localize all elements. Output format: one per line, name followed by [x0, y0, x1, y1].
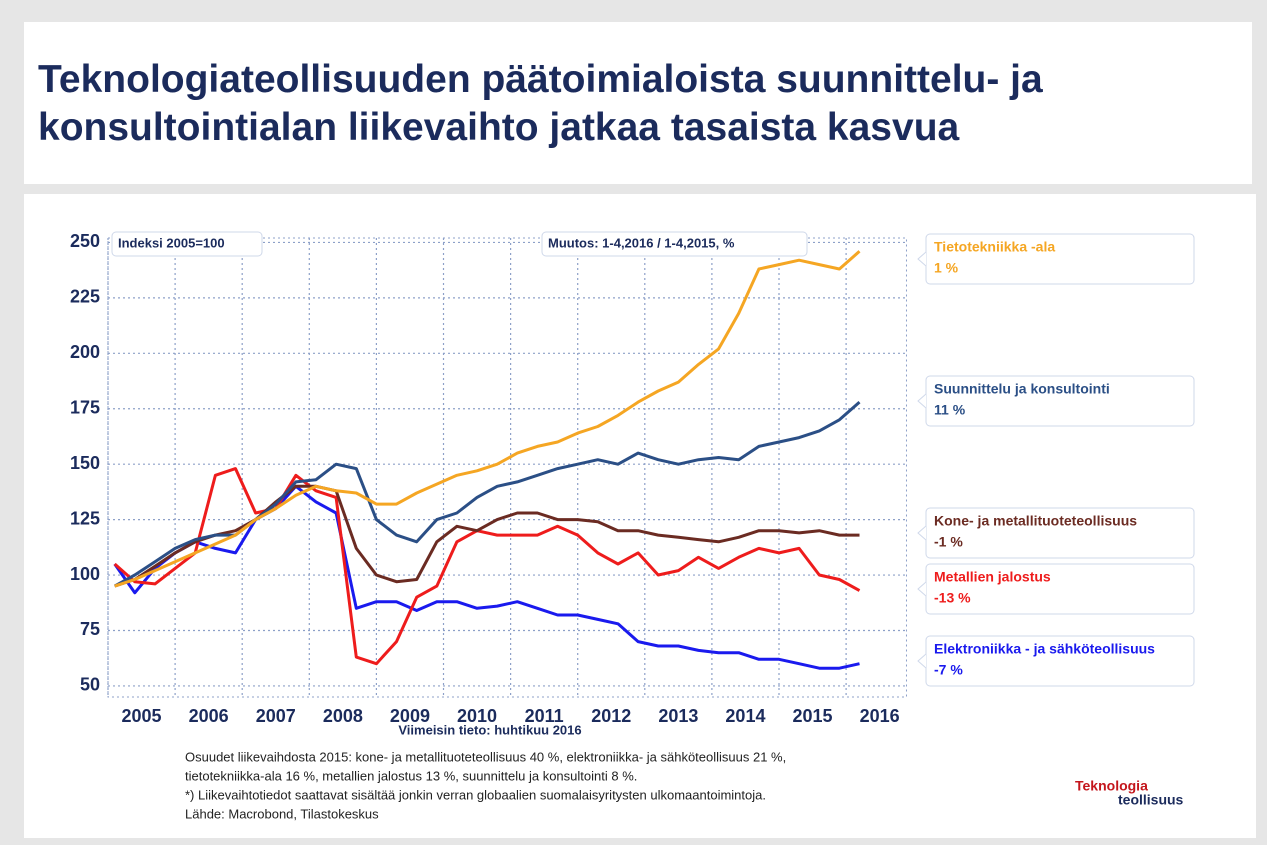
x-tick-label: 2014	[725, 706, 765, 726]
series-line	[114, 250, 861, 588]
y-tick-label: 200	[70, 342, 100, 362]
annotation: Indeksi 2005=100	[118, 235, 225, 250]
x-tick-label: 2015	[793, 706, 833, 726]
x-tick-label: 2013	[658, 706, 698, 726]
footnote: tietotekniikka-ala 16 %, metallien jalos…	[185, 768, 637, 783]
legend-pointer	[917, 393, 927, 409]
y-tick-label: 225	[70, 287, 100, 307]
y-tick-label: 50	[80, 675, 100, 695]
source-note: Viimeisin tieto: huhtikuu 2016	[398, 722, 581, 737]
legend-change: -13 %	[934, 590, 971, 606]
annotation-box	[541, 231, 808, 257]
legend-label: Tietotekniikka -ala	[934, 239, 1055, 255]
legend-change: 11 %	[934, 402, 966, 418]
x-tick-label: 2012	[591, 706, 631, 726]
x-tick-label: 2011	[525, 706, 564, 726]
legend-label: Kone- ja metallituoteteollisuus	[934, 513, 1137, 529]
y-tick-label: 100	[70, 564, 100, 584]
legend-label: Metallien jalostus	[934, 569, 1051, 585]
x-tick-label: 2005	[122, 706, 162, 726]
x-tick-label: 2006	[189, 706, 229, 726]
y-tick-label: 250	[70, 231, 100, 251]
x-tick-label: 2009	[390, 706, 430, 726]
series-line	[113, 400, 861, 588]
title-box: Teknologiateollisuuden päätoimialoista s…	[24, 22, 1252, 184]
legend-label: Suunnittelu ja konsultointi	[934, 381, 1110, 397]
legend-pointer	[917, 525, 927, 541]
logo: teollisuus	[1118, 792, 1184, 808]
x-tick-label: 2010	[457, 706, 497, 726]
chart-title: Teknologiateollisuuden päätoimialoista s…	[38, 58, 1043, 149]
y-tick-label: 125	[70, 508, 100, 528]
footnote: *) Liikevaihtotiedot saattavat sisältää …	[185, 787, 766, 802]
y-tick-label: 75	[80, 619, 100, 639]
series-line	[113, 484, 860, 670]
x-tick-label: 2007	[256, 706, 296, 726]
y-tick-label: 150	[70, 453, 100, 473]
footnote: Osuudet liikevaihdosta 2015: kone- ja me…	[185, 749, 786, 764]
legend-pointer	[917, 251, 927, 267]
legend-pointer	[917, 581, 927, 597]
x-tick-label: 2016	[860, 706, 900, 726]
legend-pointer	[917, 653, 927, 669]
logo: Teknologia	[1075, 778, 1148, 794]
legend-change: 1 %	[934, 260, 959, 276]
footnote: Lähde: Macrobond, Tilastokeskus	[185, 806, 379, 821]
annotation: Muutos: 1-4,2016 / 1-4,2015, %	[548, 235, 735, 250]
y-tick-label: 175	[70, 397, 100, 417]
legend-change: -7 %	[934, 662, 963, 678]
annotation-box	[111, 231, 263, 257]
series-line	[114, 484, 860, 588]
legend-change: -1 %	[934, 534, 963, 550]
plot-frame	[107, 237, 907, 698]
legend-label: Elektroniikka - ja sähköteollisuus	[934, 641, 1155, 657]
x-tick-label: 2008	[323, 706, 363, 726]
series-line	[113, 467, 861, 666]
